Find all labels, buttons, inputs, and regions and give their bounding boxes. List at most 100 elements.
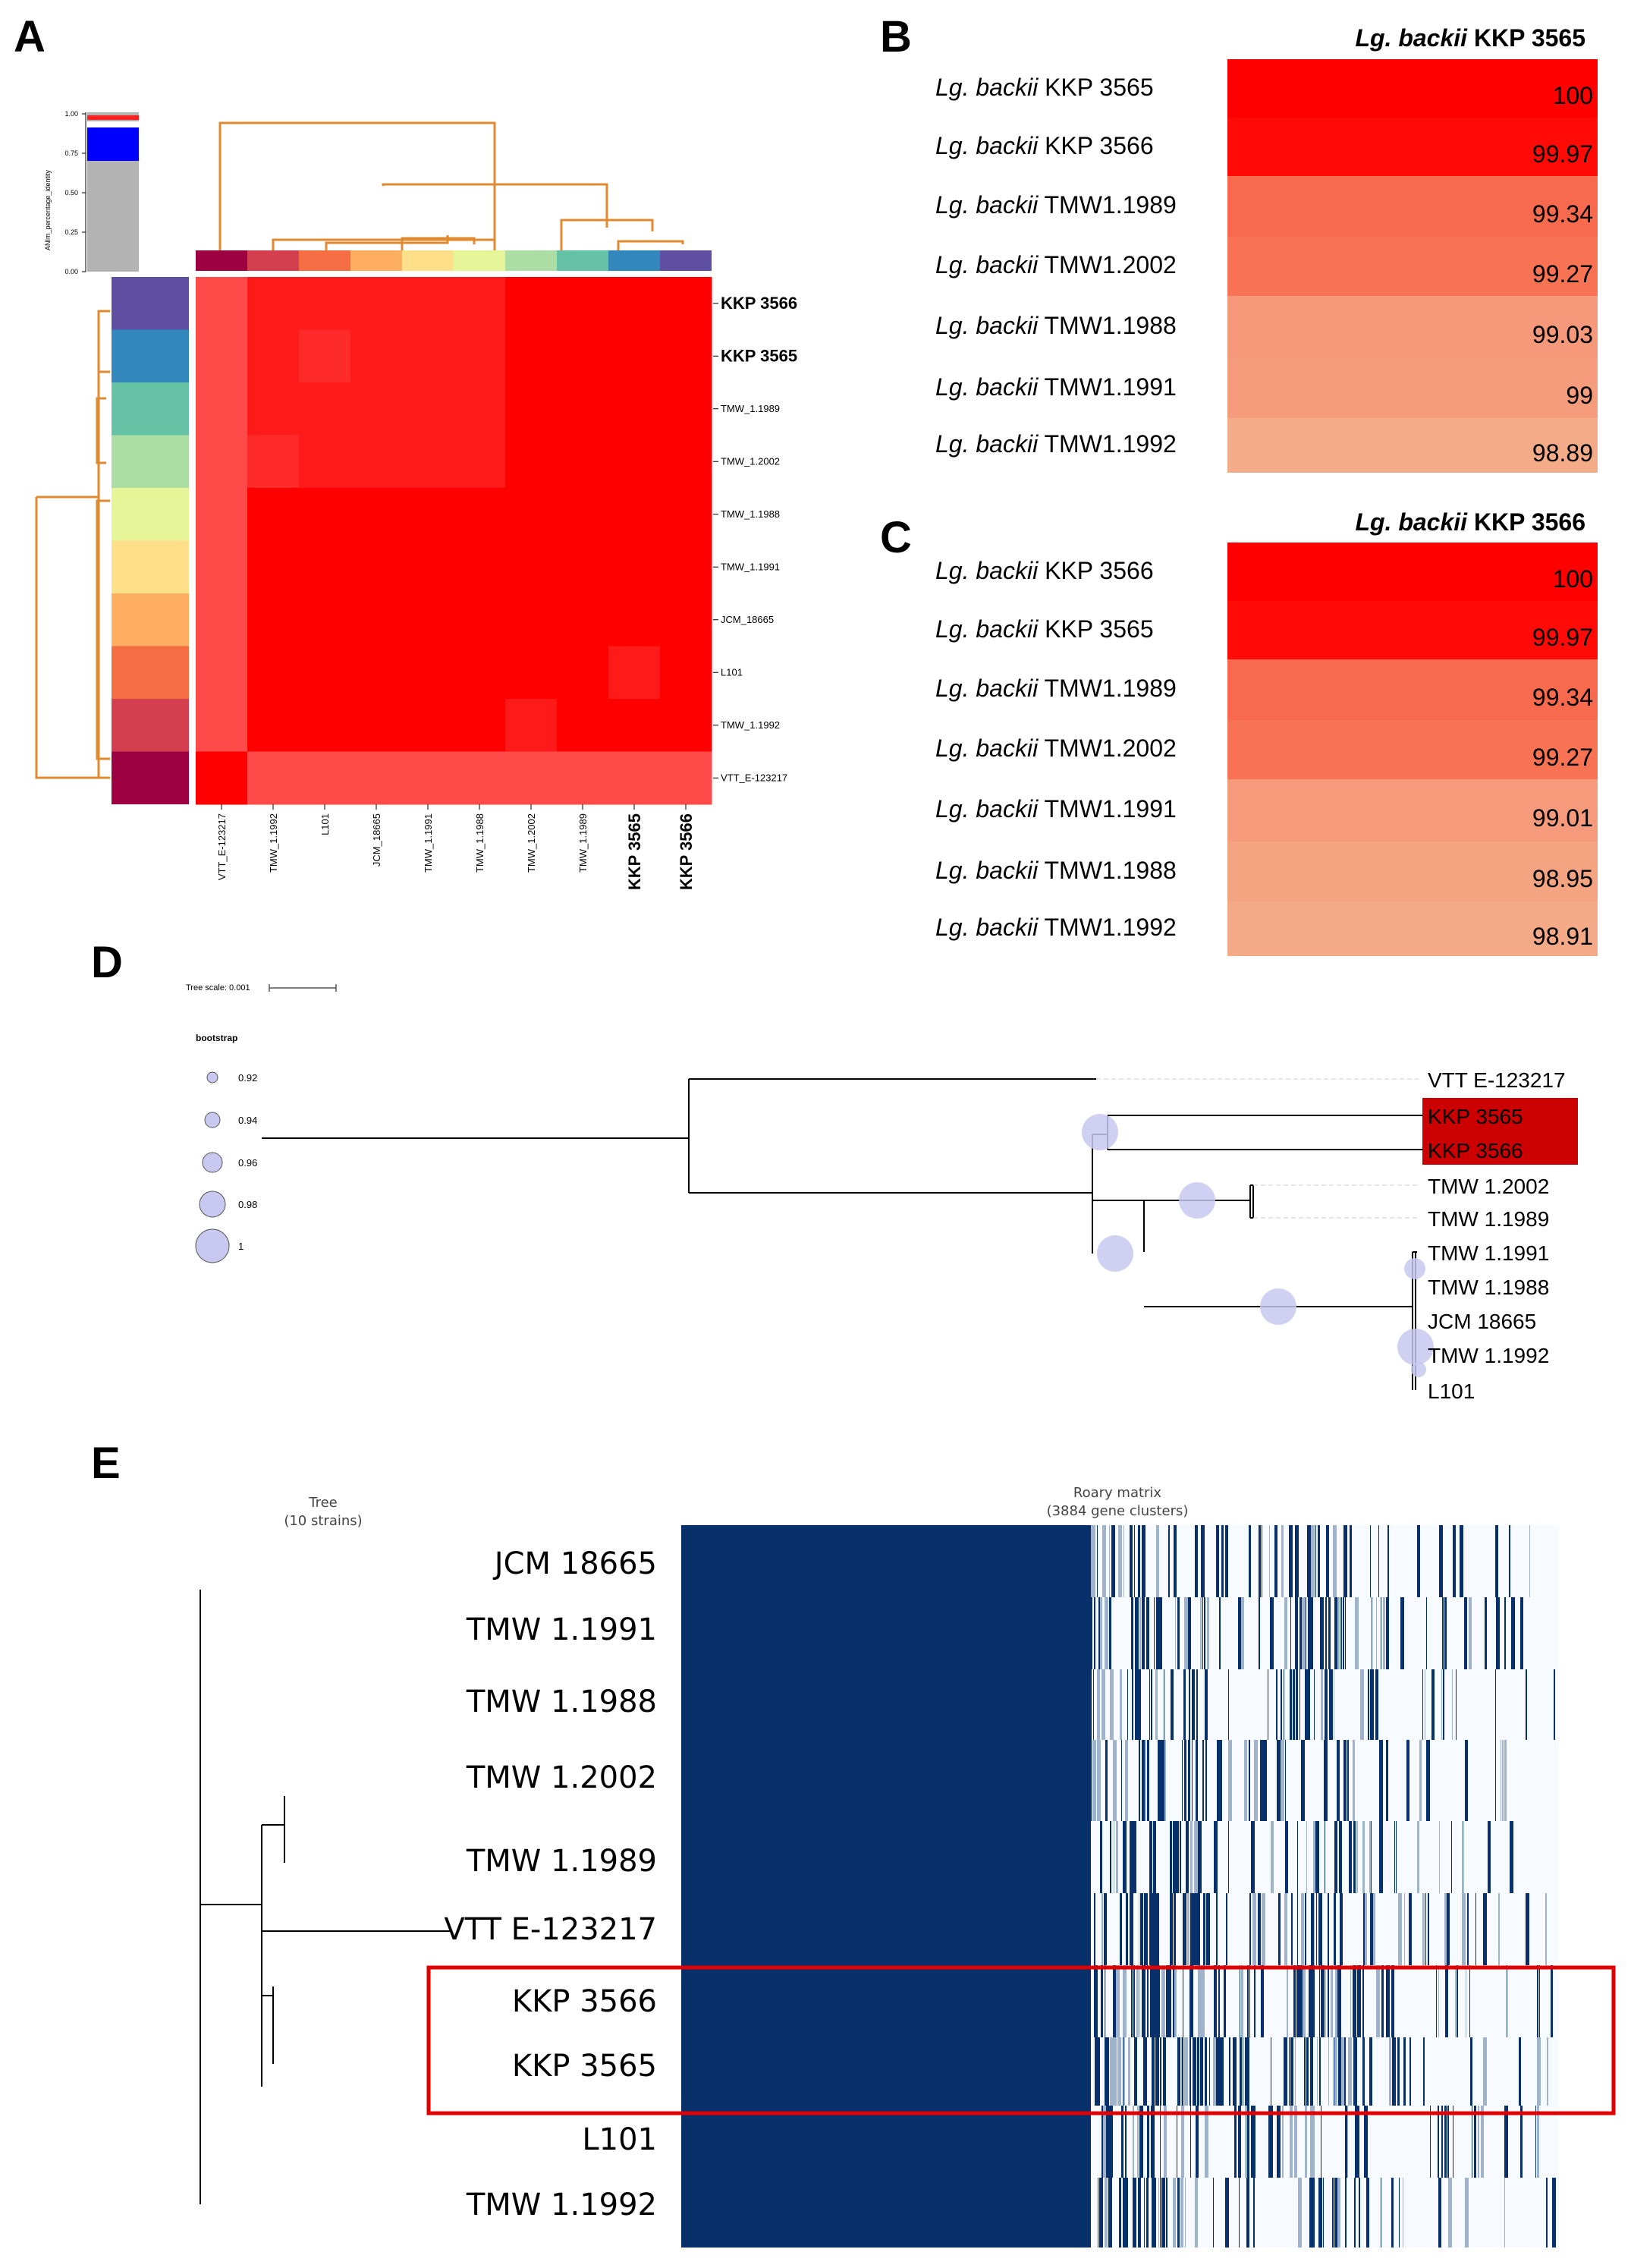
column-color-cell <box>660 250 712 271</box>
gene-presence-bar <box>1422 1669 1423 1740</box>
heatmap-cell <box>608 593 661 646</box>
gene-presence-bar <box>1295 1597 1298 1669</box>
gene-presence-bar <box>1345 2106 1347 2178</box>
gene-presence-bar <box>1184 2037 1188 2106</box>
gene-presence-bar <box>1301 1740 1305 1821</box>
gene-presence-bar <box>1353 1965 1356 2037</box>
gene-presence-bar <box>1126 1893 1128 1965</box>
heatmap-cell <box>557 488 609 541</box>
gene-presence-bar <box>1537 1965 1538 2037</box>
gene-presence-bar <box>1313 2106 1315 2178</box>
gene-presence-bar <box>1301 1893 1304 1965</box>
roary-matrix-title: Roary matrix <box>1073 1485 1162 1501</box>
gene-presence-bar <box>1312 1965 1315 2037</box>
gene-presence-bar <box>1202 1597 1203 1669</box>
gene-presence-bar <box>1334 2178 1337 2248</box>
gene-presence-bar <box>1551 1965 1553 2037</box>
table-b-value-cell: 99.03 <box>1227 296 1598 358</box>
gene-presence-bar <box>1151 2106 1155 2178</box>
gene-presence-bar <box>1277 2106 1280 2178</box>
gene-presence-bar <box>1441 1669 1442 1740</box>
table-c-row-label: Lg. backii TMW1.1989 <box>935 675 1177 703</box>
roary-strain-labels: JCM 18665 TMW 1.1991 TMW 1.1988 TMW 1.2002 T… <box>444 1546 657 2222</box>
heatmap-cell <box>196 435 248 489</box>
gene-presence-bar <box>1332 2178 1334 2248</box>
bootstrap-node <box>1411 1362 1426 1377</box>
bootstrap-legend-circle <box>199 1191 226 1218</box>
gene-presence-bar <box>1155 2037 1159 2106</box>
gene-presence-bar <box>1168 1525 1170 1597</box>
heatmap-column-label: TMW_1.1988 <box>474 813 486 873</box>
table-c-value-cell: 99.01 <box>1227 779 1598 841</box>
gene-presence-bar <box>1456 1669 1457 1740</box>
gene-presence-bar <box>1140 1893 1143 1965</box>
gene-presence-bar <box>1155 1669 1158 1740</box>
heatmap-cell <box>196 382 248 436</box>
table-b-row-strain: KKP 3566 <box>1038 131 1154 159</box>
gene-presence-bar <box>1409 2037 1411 2106</box>
gene-presence-bar <box>1360 1669 1364 1740</box>
gene-presence-bar <box>1097 2037 1100 2106</box>
gene-presence-bar <box>1202 1740 1204 1821</box>
heatmap-column-label: TMW_1.1989 <box>577 813 589 873</box>
gene-presence-bar <box>1325 1669 1328 1740</box>
table-b-row-genus: Lg. backii <box>935 430 1039 458</box>
gene-presence-bar <box>1431 1669 1435 1740</box>
gene-presence-bar <box>1442 1597 1444 1669</box>
gene-presence-bar <box>1101 2106 1103 2178</box>
gene-presence-bar <box>1176 1821 1179 1893</box>
gene-presence-bar <box>1328 1893 1329 1965</box>
gene-presence-bar <box>1519 2037 1521 2106</box>
gene-presence-bar <box>1282 2106 1284 2178</box>
gene-presence-bar <box>1225 1525 1228 1597</box>
gene-presence-bar <box>1276 1669 1277 1740</box>
gene-presence-bar <box>1152 2037 1155 2106</box>
heatmap-cell <box>505 329 558 383</box>
gene-presence-bar <box>1217 1740 1218 1821</box>
gene-presence-bar <box>1419 1740 1422 1821</box>
gene-presence-bar <box>1213 2178 1214 2248</box>
heatmap-cell <box>299 751 351 805</box>
gene-presence-bar <box>1349 1821 1352 1893</box>
heatmap-cell <box>505 646 558 700</box>
table-b-row-genus: Lg. backii <box>935 73 1039 101</box>
gene-presence-bar <box>1161 1965 1165 2037</box>
gene-presence-bar <box>1310 2106 1313 2178</box>
gene-presence-bar <box>1190 1893 1194 1965</box>
heatmap-column-label: JCM_18665 <box>371 813 382 867</box>
gene-presence-bar <box>1196 1740 1198 1821</box>
heatmap-cell <box>402 435 454 489</box>
gene-presence-bar <box>1152 1965 1156 2037</box>
gene-presence-bar <box>1341 2037 1344 2106</box>
gene-presence-bar <box>1391 1965 1394 2037</box>
heatmap-cell <box>557 382 609 436</box>
heatmap-cell <box>350 593 403 646</box>
gene-presence-bar <box>1465 2178 1469 2248</box>
gene-presence-bar <box>1318 1893 1322 1965</box>
gene-presence-bar <box>1295 2037 1296 2106</box>
gene-presence-bar <box>1104 1965 1106 2037</box>
gene-presence-bar <box>1375 1669 1378 1740</box>
heatmap-cell <box>402 488 454 541</box>
colorbar-tick-label: 0.50 <box>64 189 78 197</box>
gene-presence-bar <box>1182 2037 1183 2106</box>
gene-presence-bar <box>1537 2037 1541 2106</box>
tree-tip-label: KKP 3565 <box>1428 1105 1523 1128</box>
heatmap-row-label: L101 <box>721 666 743 678</box>
gene-presence-bar <box>1105 2037 1108 2106</box>
gene-presence-bar <box>1345 1597 1346 1669</box>
table-c-header-strain: KKP 3566 <box>1473 508 1585 536</box>
gene-presence-bar <box>1185 2178 1186 2248</box>
gene-presence-bar <box>1166 1965 1170 2037</box>
heatmap-cell <box>299 540 351 594</box>
table-c-row-genus: Lg. backii <box>935 615 1039 643</box>
gene-presence-bar <box>1291 1893 1293 1965</box>
roary-strain-label: KKP 3566 <box>512 1984 657 2019</box>
colorbar-axis-label: ANIm_percentage_identity <box>44 169 52 250</box>
heatmap-cell <box>660 329 712 383</box>
bootstrap-legend-value: 0.96 <box>238 1157 257 1169</box>
roary-strain-label: TMW 1.2002 <box>466 1760 657 1795</box>
gene-presence-bar <box>1158 2178 1159 2248</box>
gene-presence-bar <box>1294 2106 1297 2178</box>
gene-presence-bar <box>1488 1821 1491 1893</box>
